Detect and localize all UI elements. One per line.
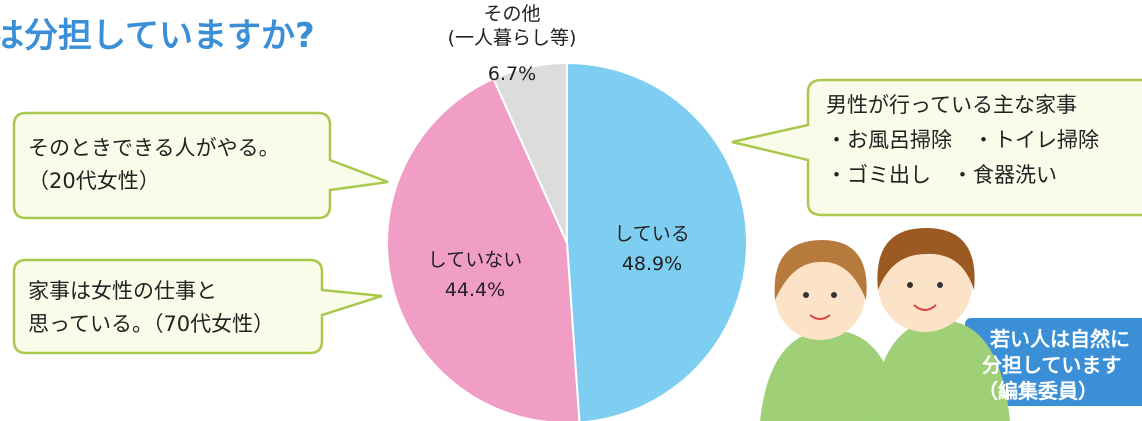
annotation: 思っている。（70代女性）	[28, 309, 274, 339]
page: は分担していますか? そのときできる人がやる。 （20代女性） 家事は女性の仕事…	[0, 0, 1142, 421]
bubble-left-bottom	[14, 260, 382, 353]
slice-label: その他 (一人暮らし等)	[432, 2, 592, 50]
value-label: 44.4%	[395, 278, 555, 302]
chart-title: は分担していますか?	[0, 8, 315, 57]
annotation: 家事は女性の仕事と	[28, 276, 217, 306]
annotation: 若い人は自然に	[990, 326, 1130, 352]
annotation: ・ゴミ出し ・食器洗い	[826, 160, 1057, 190]
annotation: そのときできる人がやる。	[28, 133, 280, 163]
annotation: （20代女性）	[28, 166, 160, 196]
slice-label: していない	[395, 248, 555, 272]
annotation: 男性が行っている主な家事	[826, 90, 1077, 120]
slice-label: している	[572, 222, 732, 246]
annotation: 分担しています	[982, 352, 1121, 378]
annotation: （編集委員）	[978, 378, 1098, 404]
value-label: 6.7%	[432, 62, 592, 86]
value-label: 48.9%	[572, 252, 732, 276]
annotation: ・お風呂掃除 ・トイレ掃除	[826, 125, 1099, 155]
